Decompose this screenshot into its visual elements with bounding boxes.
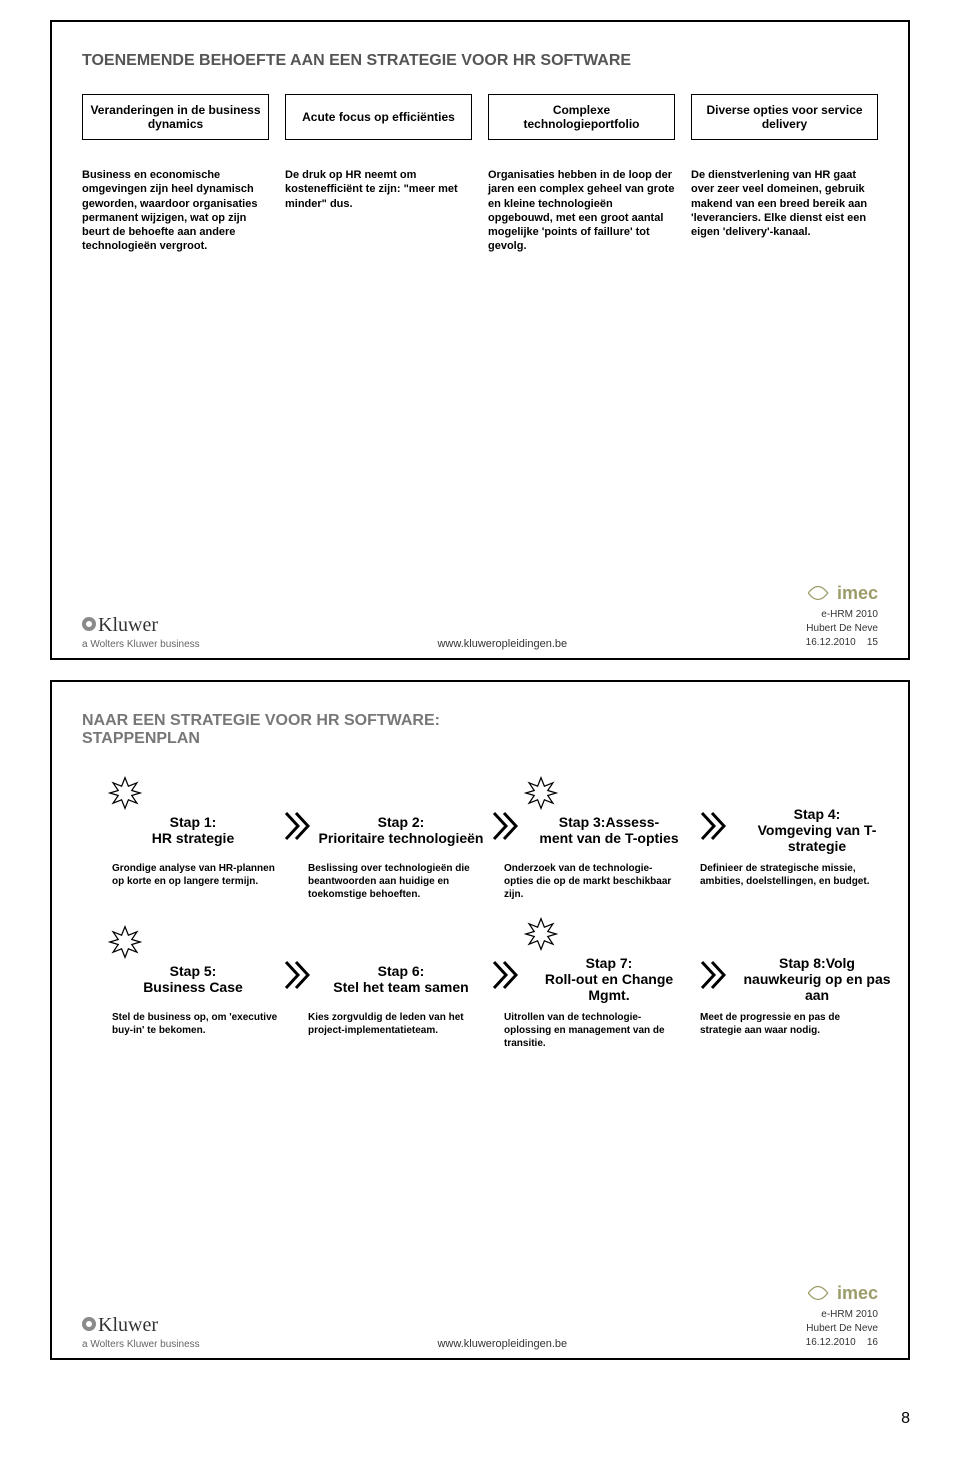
partner-logo: imec [805, 581, 878, 606]
header-boxes-row: Veranderingen in de business dynamics Ac… [82, 94, 878, 140]
step-description: Kies zorgvuldig de leden van het project… [308, 1011, 478, 1050]
step-desc-row: Stel de business op, om 'executive buy-i… [112, 1011, 878, 1050]
slide-15: TOENEMENDE BEHOEFTE AAN EEN STRATEGIE VO… [50, 20, 910, 660]
footer-meta: imec e-HRM 2010 Hubert De Neve 16.12.201… [805, 581, 878, 650]
step-description: Onderzoek van de technologie-opties die … [504, 862, 674, 901]
slide-footer: Kluwer a Wolters Kluwer business www.klu… [82, 581, 878, 650]
step-label: Stap 2:Prioritaire technologieën [316, 814, 486, 846]
brand-dot-icon [82, 1317, 96, 1331]
starburst-icon [108, 925, 142, 959]
slide-number: 16 [867, 1337, 878, 1348]
step-container: Stap 4:Vomgeving van T-strategie [732, 768, 902, 854]
chevron-separator [700, 960, 726, 1003]
box-3: Complexe technologieportfolio [488, 94, 675, 140]
meta-author: Hubert De Neve [805, 1322, 878, 1336]
chevron-right-icon [492, 811, 518, 841]
chevron-separator [700, 811, 726, 854]
chevron-right-icon [700, 960, 726, 990]
step-description: Grondige analyse van HR-plannen op korte… [112, 862, 282, 901]
brand-dot-icon [82, 617, 96, 631]
step-row: Stap 1:HR strategie Stap 2:Prioritaire te… [108, 768, 878, 854]
starburst-icon [108, 776, 142, 810]
meta-title: e-HRM 2010 [805, 1308, 878, 1322]
chevron-separator [492, 811, 518, 854]
step-description: Beslissing over technologieën die beantw… [308, 862, 478, 901]
footer-meta: imec e-HRM 2010 Hubert De Neve 16.12.201… [805, 1281, 878, 1350]
slide-title: TOENEMENDE BEHOEFTE AAN EEN STRATEGIE VO… [82, 52, 878, 70]
chevron-right-icon [284, 811, 310, 841]
step-description: Meet de progressie en pas de strategie a… [700, 1011, 870, 1050]
chevron-right-icon [284, 960, 310, 990]
page-number: 8 [50, 1410, 910, 1428]
step-container: Stap 2:Prioritaire technologieën [316, 776, 486, 846]
step-container: Stap 1:HR strategie [108, 776, 278, 846]
steps-row-1: Stap 1:HR strategie Stap 2:Prioritaire te… [82, 768, 878, 901]
partner-logo: imec [805, 1281, 878, 1306]
brand-name: Kluwer [98, 1314, 158, 1336]
footer-brand-block: Kluwer a Wolters Kluwer business [82, 1314, 200, 1350]
footer-url: www.kluweropleidingen.be [437, 638, 567, 650]
step-container: Stap 8:Volgnauwkeurig op en pas aan [732, 917, 902, 1003]
step-label: Stap 3:Assess-ment van de T-opties [524, 814, 694, 846]
slide-number: 15 [867, 637, 878, 648]
step-label: Stap 7:Roll-out en Change Mgmt. [524, 955, 694, 1003]
chevron-right-icon [700, 811, 726, 841]
box-2: Acute focus op efficiënties [285, 94, 472, 140]
meta-title: e-HRM 2010 [805, 608, 878, 622]
step-label: Stap 1:HR strategie [108, 814, 278, 846]
brand-logo: Kluwer [82, 614, 200, 637]
step-row: Stap 5:Business Case Stap 6:Stel het team… [108, 917, 878, 1003]
meta-author: Hubert De Neve [805, 622, 878, 636]
chevron-separator [492, 960, 518, 1003]
imec-swirl-icon [805, 583, 831, 603]
step-description: Definieer de strategische missie, ambiti… [700, 862, 870, 901]
chevron-right-icon [492, 960, 518, 990]
step-container: Stap 7:Roll-out en Change Mgmt. [524, 917, 694, 1003]
box-1: Veranderingen in de business dynamics [82, 94, 269, 140]
meta-date: 16.12.2010 [806, 1337, 856, 1348]
imec-swirl-icon [805, 1283, 831, 1303]
brand-name: Kluwer [98, 614, 158, 636]
step-desc-row: Grondige analyse van HR-plannen op korte… [112, 862, 878, 901]
meta-date: 16.12.2010 [806, 637, 856, 648]
step-label: Stap 4:Vomgeving van T-strategie [732, 806, 902, 854]
step-label: Stap 5:Business Case [108, 963, 278, 995]
brand-subtitle: a Wolters Kluwer business [82, 1339, 200, 1350]
footer-url: www.kluweropleidingen.be [437, 1338, 567, 1350]
desc-4: De dienstverlening van HR gaat over zeer… [691, 168, 878, 254]
slide-16: NAAR EEN STRATEGIE VOOR HR SOFTWARE:STAP… [50, 680, 910, 1360]
step-container: Stap 6:Stel het team samen [316, 925, 486, 995]
steps-row-2: Stap 5:Business Case Stap 6:Stel het team… [82, 917, 878, 1050]
brand-logo: Kluwer [82, 1314, 200, 1337]
step-description: Stel de business op, om 'executive buy-i… [112, 1011, 282, 1050]
starburst-icon [524, 776, 558, 810]
footer-brand-block: Kluwer a Wolters Kluwer business [82, 614, 200, 650]
step-label: Stap 8:Volgnauwkeurig op en pas aan [732, 955, 902, 1003]
starburst-icon [524, 917, 558, 951]
step-container: Stap 5:Business Case [108, 925, 278, 995]
partner-name: imec [837, 1281, 878, 1306]
desc-1: Business en economische omgevingen zijn … [82, 168, 269, 254]
partner-name: imec [837, 581, 878, 606]
slide-title: NAAR EEN STRATEGIE VOOR HR SOFTWARE:STAP… [82, 712, 878, 748]
chevron-separator [284, 811, 310, 854]
brand-subtitle: a Wolters Kluwer business [82, 639, 200, 650]
desc-3: Organisaties hebben in de loop der jaren… [488, 168, 675, 254]
description-row: Business en economische omgevingen zijn … [82, 168, 878, 254]
slide-footer: Kluwer a Wolters Kluwer business www.klu… [82, 1281, 878, 1350]
chevron-separator [284, 960, 310, 1003]
step-description: Uitrollen van de technologie-oplossing e… [504, 1011, 674, 1050]
desc-2: De druk op HR neemt om kostenefficiënt t… [285, 168, 472, 254]
step-label: Stap 6:Stel het team samen [316, 963, 486, 995]
box-4: Diverse opties voor service delivery [691, 94, 878, 140]
step-container: Stap 3:Assess-ment van de T-opties [524, 776, 694, 846]
